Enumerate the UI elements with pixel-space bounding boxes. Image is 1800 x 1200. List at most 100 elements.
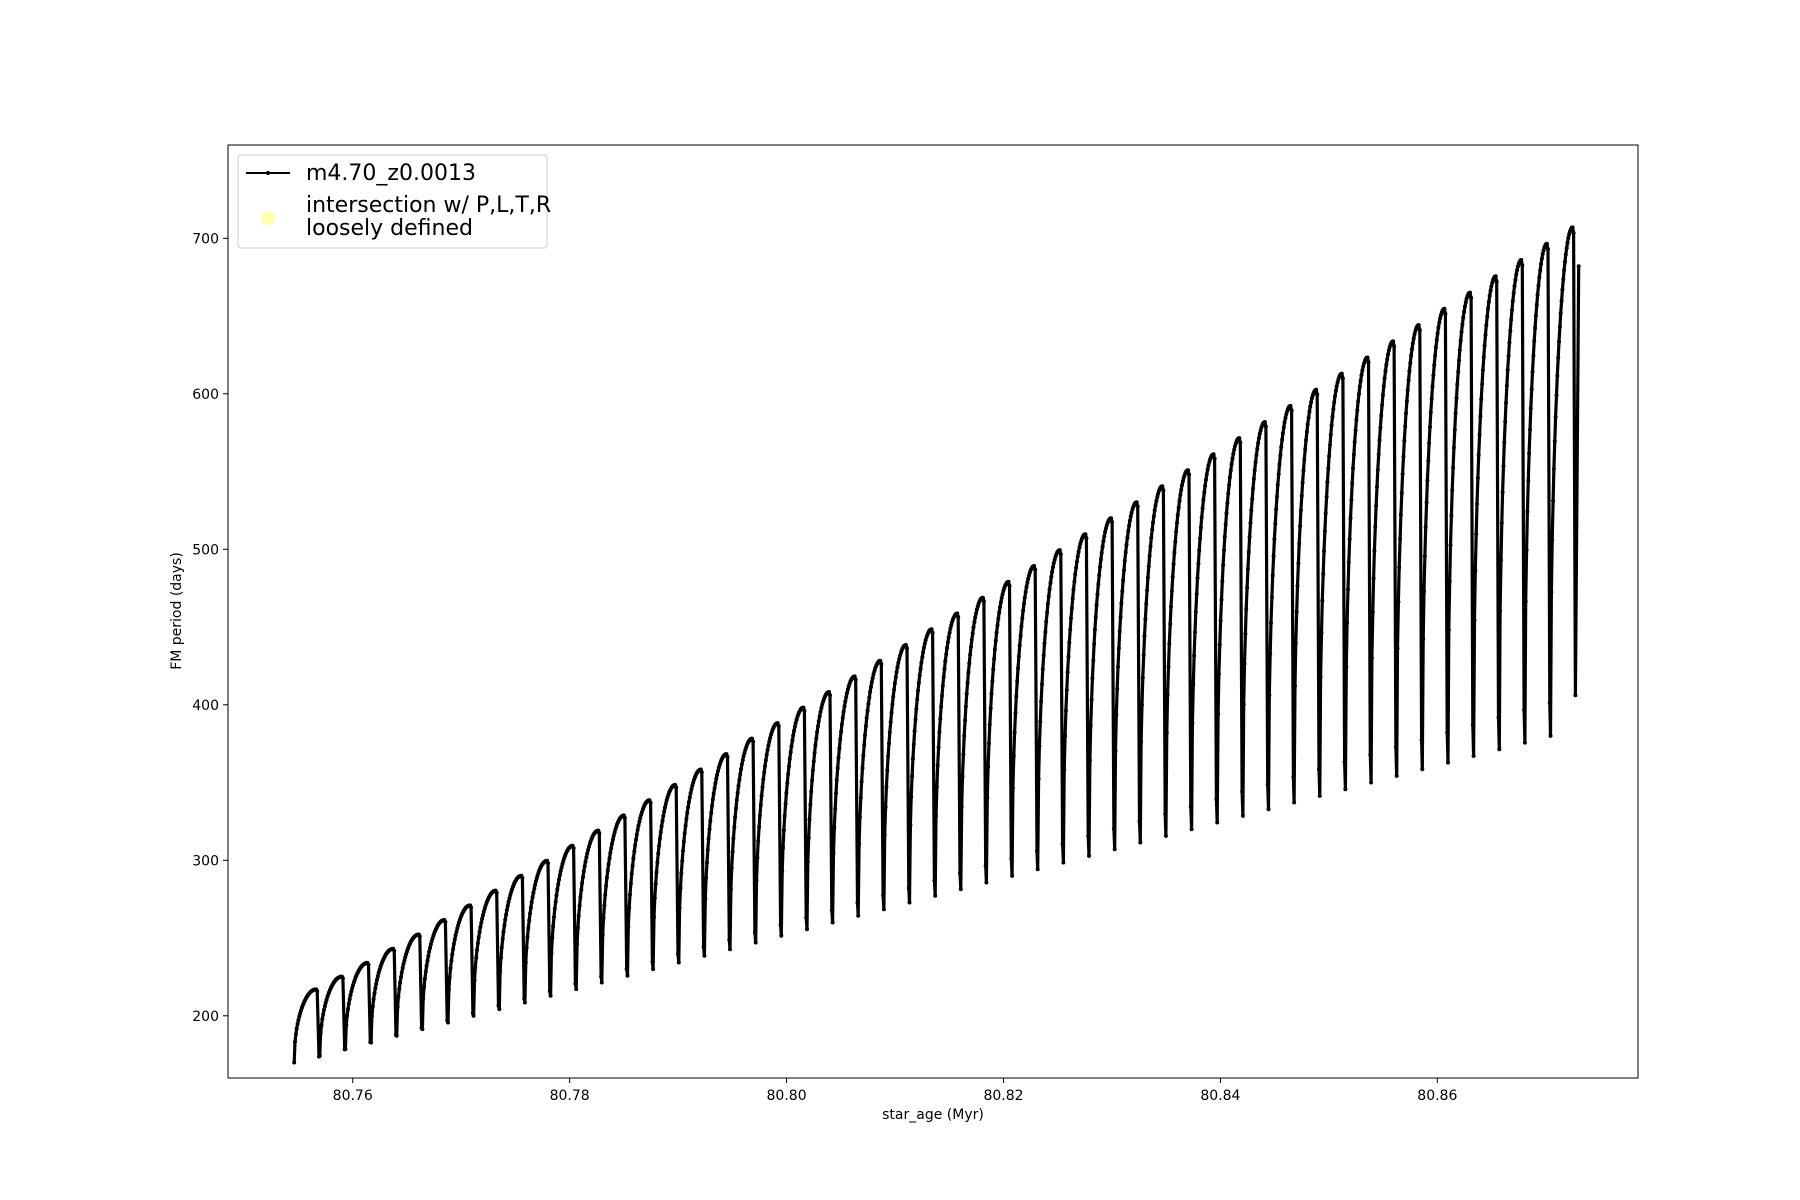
series-point <box>858 795 863 800</box>
series-point <box>1062 767 1067 772</box>
series-point <box>1040 682 1044 687</box>
series-point <box>1266 807 1271 812</box>
series-point <box>1504 400 1508 405</box>
series-point <box>918 666 923 671</box>
series-point <box>835 766 840 771</box>
series-point <box>1346 587 1350 592</box>
series-point <box>1324 494 1329 499</box>
series-point <box>421 996 426 1001</box>
series-point <box>1068 627 1073 632</box>
x-tick-label: 80.86 <box>1417 1088 1457 1104</box>
series-point <box>920 655 925 660</box>
series-point <box>922 641 927 646</box>
series-point <box>737 777 742 782</box>
series-point <box>1045 610 1050 615</box>
series-point <box>919 660 924 665</box>
series-point <box>1448 543 1453 548</box>
series-point <box>708 818 713 823</box>
series-point <box>801 705 806 710</box>
series-point <box>1305 422 1310 427</box>
series-point <box>585 851 590 856</box>
series-point <box>612 830 617 835</box>
series-point <box>1152 508 1157 513</box>
series-point <box>683 823 688 828</box>
series-point <box>962 734 967 738</box>
series-point <box>1073 572 1078 577</box>
series-point <box>678 886 683 890</box>
series-point <box>1098 565 1102 569</box>
series-point <box>893 675 898 680</box>
series-point <box>701 945 706 949</box>
series-point <box>914 706 919 711</box>
series-point <box>908 823 913 828</box>
series-point <box>865 708 870 713</box>
series-point <box>1546 247 1550 252</box>
series-point <box>992 657 997 661</box>
series-point <box>552 906 557 911</box>
series-point <box>1022 601 1026 606</box>
series-point <box>1061 860 1066 865</box>
series-point <box>1115 686 1120 691</box>
series-point <box>611 833 616 838</box>
series-point <box>503 917 508 922</box>
series-point <box>528 905 533 910</box>
series-point <box>1304 438 1308 443</box>
series-point <box>712 786 717 791</box>
series-point <box>1494 279 1499 284</box>
series-point <box>401 962 406 966</box>
series-point <box>811 759 816 764</box>
series-point <box>1340 376 1345 381</box>
series-point <box>896 660 901 665</box>
series-point <box>652 915 656 919</box>
series-point <box>1247 534 1252 539</box>
series-point <box>1025 580 1030 585</box>
series-point <box>605 868 610 873</box>
series-point <box>765 747 770 752</box>
series-point <box>1321 572 1326 576</box>
legend: m4.70_z0.0013 intersection w/ P,L,T,R lo… <box>237 154 551 249</box>
series-point <box>1134 500 1139 505</box>
series-point <box>1240 813 1245 818</box>
series-point <box>940 683 945 688</box>
series-point <box>1497 747 1502 752</box>
series-point <box>1571 230 1576 235</box>
series-point <box>1166 664 1171 669</box>
series-point <box>1294 609 1299 614</box>
series-point <box>857 841 862 846</box>
y-tick-label: 700 <box>192 231 219 247</box>
series-point <box>1193 630 1197 635</box>
series-point <box>971 625 976 630</box>
series-point <box>1274 507 1279 512</box>
series-point <box>1407 369 1412 374</box>
series-point <box>1006 579 1011 584</box>
series-point <box>1553 415 1558 419</box>
series-point <box>714 776 719 781</box>
series-point <box>394 1033 399 1038</box>
series-point <box>471 1013 476 1018</box>
series-point <box>1368 752 1373 757</box>
series-point <box>610 837 615 842</box>
series-point <box>319 1023 324 1028</box>
series-point <box>1534 302 1539 307</box>
series-point <box>1076 549 1081 554</box>
series-point <box>751 739 756 744</box>
series-point <box>1555 373 1560 378</box>
series-point <box>1013 711 1018 715</box>
series-point <box>370 1004 375 1009</box>
series-point <box>1116 646 1121 651</box>
series-point <box>584 855 589 860</box>
series-point <box>1110 520 1115 525</box>
series-point <box>730 849 735 854</box>
series-point <box>1197 548 1202 553</box>
series-point <box>1405 388 1410 393</box>
series-point <box>932 878 937 883</box>
series-point <box>829 908 834 913</box>
series-point <box>921 645 926 650</box>
series-point <box>911 742 916 747</box>
series-point <box>1089 697 1094 702</box>
series-point <box>1200 506 1205 511</box>
series-point <box>1460 322 1465 327</box>
series-point <box>1268 651 1273 656</box>
series-point <box>638 816 643 821</box>
series-point <box>1422 554 1427 559</box>
